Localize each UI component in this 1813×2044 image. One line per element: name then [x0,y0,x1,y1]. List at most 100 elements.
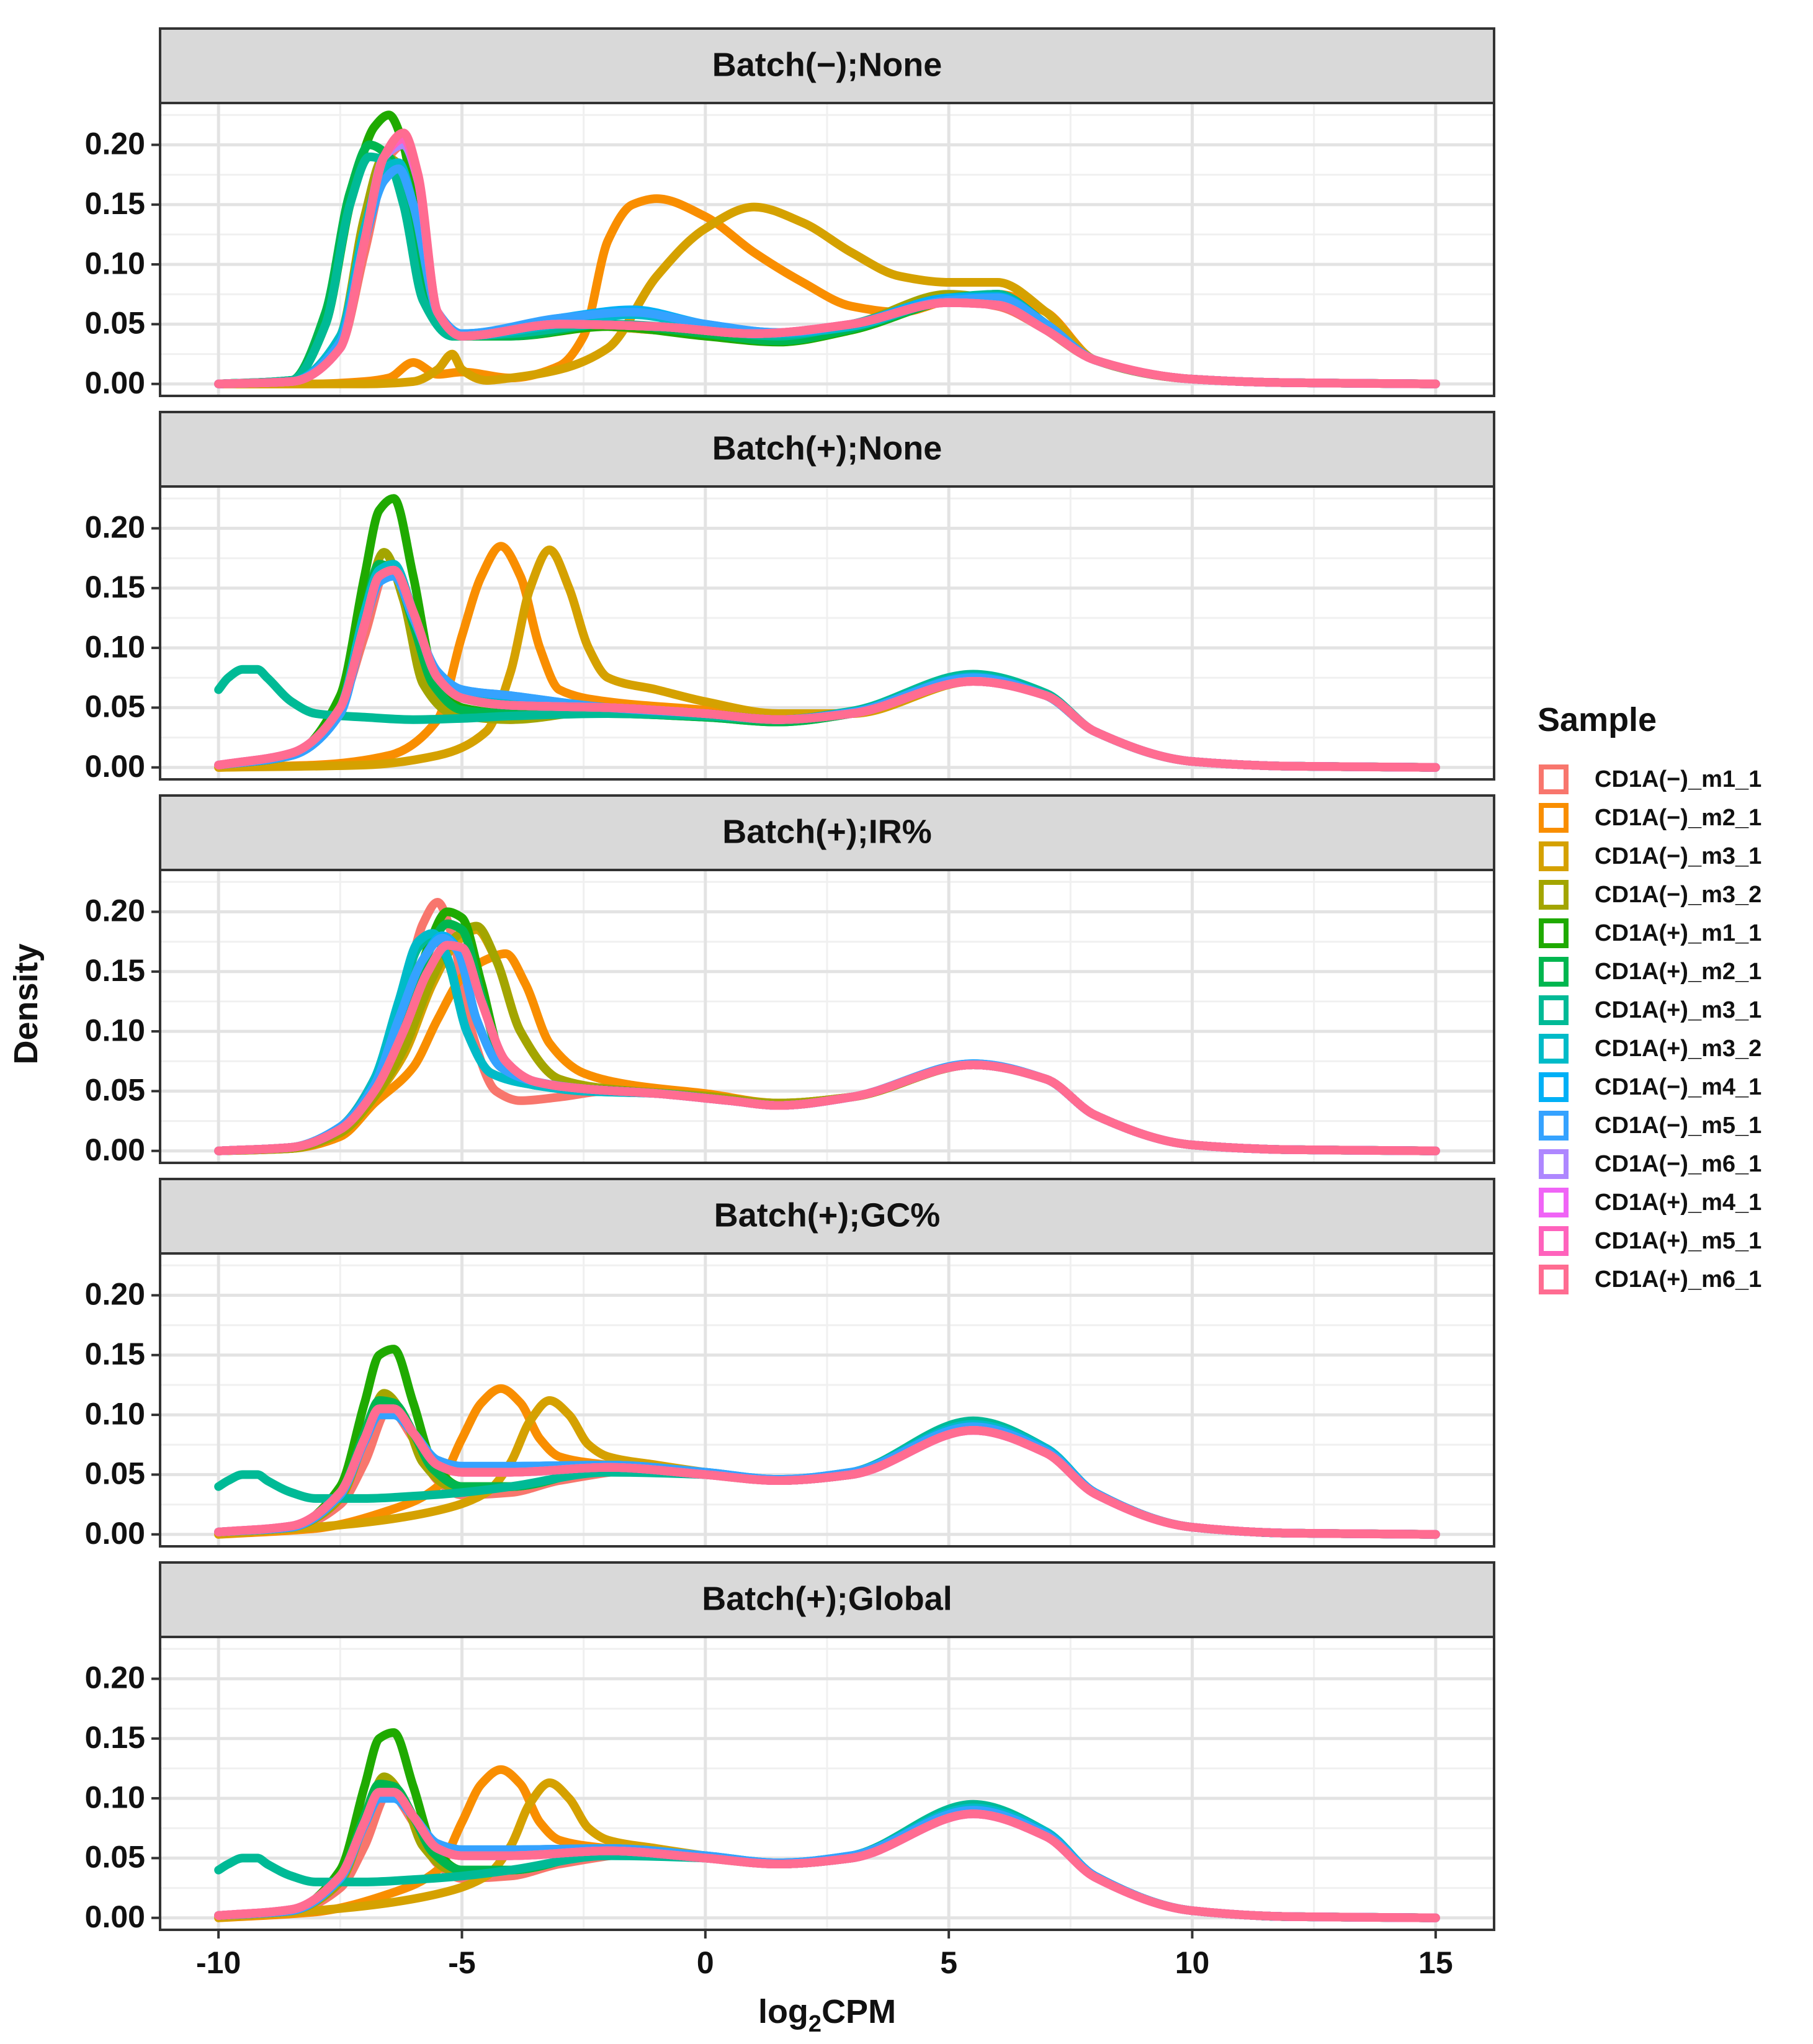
legend-item: CD1A(+)_m3_1 [1539,995,1762,1025]
x-tick-label: 5 [940,1945,957,1980]
y-tick-label: 0.15 [85,1337,145,1371]
legend-label: CD1A(−)_m3_2 [1595,882,1762,908]
y-axis-title: Density [7,943,45,1064]
legend-key [1539,918,1569,948]
density-series-group [214,1728,1440,1922]
legend-label: CD1A(+)_m3_2 [1595,1036,1762,1062]
legend-label: CD1A(−)_m3_1 [1595,843,1762,869]
y-tick-label: 0.05 [85,1073,145,1108]
y-axis-4: 0.00 0.05 0.10 0.15 0.20 [85,1277,160,1551]
legend-label: CD1A(−)_m1_1 [1595,766,1762,792]
facet-strip-title: Batch(−);None [712,46,942,83]
facet-strip [159,1561,1495,1638]
panel-border [159,1252,1495,1548]
legend-item: CD1A(+)_m2_1 [1539,957,1762,987]
facet-panel-5: Batch(+);Global 0.00 0.05 0.10 0.15 0.20 [85,1561,1495,1934]
y-tick-label: 0.10 [85,1780,145,1814]
x-axis: -10 -5 0 5 10 15 [196,1930,1453,1980]
facet-strip [159,27,1495,104]
x-tick-label: 0 [697,1945,714,1980]
legend-item: CD1A(−)_m1_1 [1539,764,1762,794]
y-tick-label: 0.05 [85,689,145,724]
y-axis-5: 0.00 0.05 0.10 0.15 0.20 [85,1661,160,1934]
legend-label: CD1A(+)_m6_1 [1595,1266,1762,1293]
y-tick-label: 0.15 [85,1720,145,1755]
legend-label: CD1A(−)_m5_1 [1595,1113,1762,1139]
legend-key [1539,880,1569,910]
x-axis-title-subscript: 2 [808,2011,821,2037]
density-series-group [214,494,1440,772]
x-axis-title-base: log [758,1993,808,2030]
y-tick-label: 0.15 [85,953,145,988]
legend-key [1539,995,1569,1025]
panel-border [159,869,1495,1164]
y-tick-label: 0.00 [85,1899,145,1934]
legend-label: CD1A(−)_m6_1 [1595,1151,1762,1177]
facet-strip [159,1178,1495,1255]
y-tick-label: 0.00 [85,749,145,784]
density-series-group [214,1345,1440,1539]
y-tick-label: 0.20 [85,127,145,161]
density-line-14 [214,1788,1440,1922]
y-tick-label: 0.00 [85,1132,145,1167]
y-tick-label: 0.00 [85,365,145,400]
x-axis-title-rest: CPM [821,1993,896,2030]
legend-item: CD1A(−)_m3_2 [1539,880,1762,910]
facet-strip-title: Batch(+);Global [702,1580,952,1617]
facet-strip [159,411,1495,488]
legend-key [1539,1188,1569,1217]
y-tick-label: 0.05 [85,1456,145,1491]
facet-panels: Batch(−);None0.000.050.100.150.20Batch(+… [85,27,1495,1934]
y-tick-label: 0.10 [85,1396,145,1431]
legend-title: Sample [1538,701,1657,738]
legend-item: CD1A(−)_m6_1 [1539,1149,1762,1179]
facet-strip-title: Batch(+);None [712,429,942,467]
facet-panel-4: Batch(+);GC% 0.00 0.05 0.10 0.15 0.20 [85,1178,1495,1551]
facet-panel-1: Batch(−);None 0.00 0.05 0.10 0.15 0.20 [85,27,1495,400]
legend-key [1539,1226,1569,1256]
legend-key [1539,1072,1569,1102]
y-tick-label: 0.20 [85,1277,145,1312]
legend-label: CD1A(−)_m4_1 [1595,1074,1762,1100]
y-tick-label: 0.15 [85,186,145,221]
facet-strip-title: Batch(+);GC% [714,1196,941,1234]
legend-key [1539,957,1569,987]
legend-key [1539,1111,1569,1141]
y-tick-label: 0.15 [85,570,145,604]
density-series-group [214,110,1440,388]
panel-border [159,1636,1495,1931]
y-tick-label: 0.20 [85,1661,145,1695]
legend-key [1539,1265,1569,1294]
x-tick-label: -5 [448,1945,475,1980]
density-series-group [214,898,1440,1155]
y-axis-3: 0.00 0.05 0.10 0.15 0.20 [85,894,160,1167]
facet-strip [159,794,1495,871]
y-tick-label: 0.00 [85,1516,145,1551]
y-tick-label: 0.05 [85,306,145,341]
y-tick-label: 0.10 [85,629,145,664]
density-line-14 [214,941,1440,1155]
y-tick-label: 0.10 [85,1013,145,1047]
legend-item: CD1A(+)_m3_2 [1539,1034,1762,1064]
legend-item: CD1A(−)_m4_1 [1539,1072,1762,1102]
legend-label: CD1A(+)_m3_1 [1595,997,1762,1023]
y-tick-label: 0.10 [85,246,145,280]
legend-item: CD1A(+)_m5_1 [1539,1226,1762,1256]
legend-label: CD1A(+)_m5_1 [1595,1228,1762,1254]
y-axis-1: 0.00 0.05 0.10 0.15 0.20 [85,127,160,400]
legend-item: CD1A(−)_m3_1 [1539,841,1762,871]
gridlines [160,1637,1494,1930]
legend-item: CD1A(−)_m5_1 [1539,1111,1762,1141]
legend-key [1539,764,1569,794]
legend-item: CD1A(−)_m2_1 [1539,803,1762,833]
legend-label: CD1A(+)_m4_1 [1595,1190,1762,1216]
legend-item: CD1A(+)_m6_1 [1539,1265,1762,1294]
density-line-14 [214,565,1440,772]
facet-panel-2: Batch(+);None 0.00 0.05 0.10 0.15 0.20 [85,411,1495,784]
density-line-14 [214,1404,1440,1539]
facet-panel-3: Batch(+);IR% 0.00 0.05 0.10 0.15 0.20 [85,794,1495,1167]
y-tick-label: 0.20 [85,510,145,545]
y-tick-label: 0.20 [85,894,145,928]
panel-border [159,485,1495,781]
